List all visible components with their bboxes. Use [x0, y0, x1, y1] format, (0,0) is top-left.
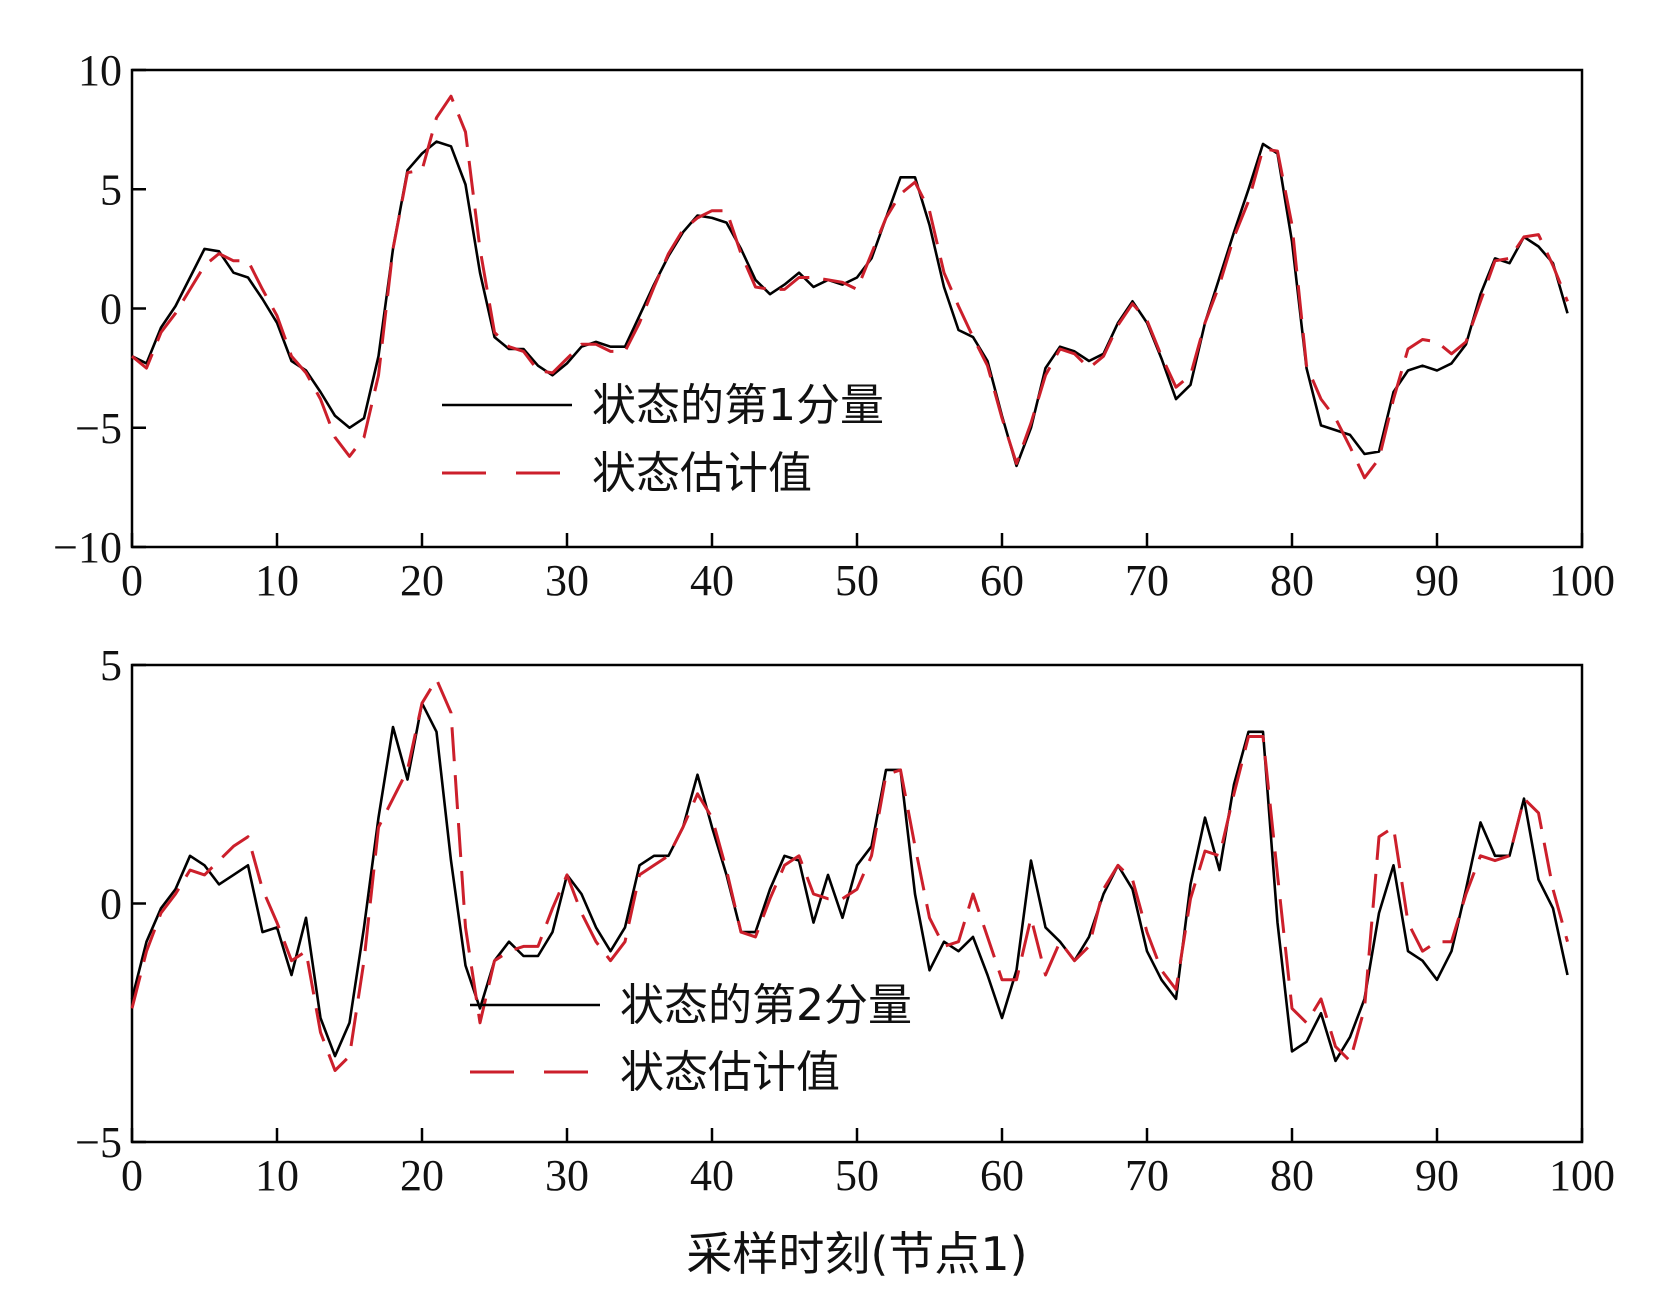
x-tick-label: 40: [690, 1151, 734, 1200]
y-tick-label: 5: [100, 641, 122, 690]
series-line-estimate-2: [130, 677, 1569, 1072]
chart-state-component-1: 0 10 20 30 40 50 60 70 80 90 1001050−5−10状态的第1分量状态…: [53, 46, 1615, 605]
legend-entry-label: 状态估计值: [620, 1047, 840, 1098]
y-tick-label: 0: [100, 285, 122, 334]
x-tick-label: 10: [255, 1151, 299, 1200]
legend-entry-label: 状态的第2分量: [620, 980, 912, 1031]
plot-frame-2: [130, 663, 1584, 1144]
x-tick-label: 90: [1415, 556, 1459, 605]
x-tick-label: 0: [121, 556, 143, 605]
x-tick-label: 50: [835, 1151, 879, 1200]
legend-entry-label: 状态估计值: [592, 448, 812, 499]
x-tick-label: 80: [1270, 1151, 1314, 1200]
y-tick-label: 10: [78, 46, 122, 95]
x-tick-label: 30: [545, 556, 589, 605]
x-tick-label: 100: [1549, 556, 1615, 605]
y-tick-label: −10: [53, 523, 122, 572]
y-tick-label: 0: [100, 880, 122, 929]
x-tick-label: 40: [690, 556, 734, 605]
x-tick-label: 50: [835, 556, 879, 605]
y-tick-label: −5: [75, 404, 122, 453]
series-line-estimate-1: [131, 94, 1569, 480]
x-tick-label: 70: [1125, 1151, 1169, 1200]
x-tick-label: 0: [121, 1151, 143, 1200]
x-tick-label: 70: [1125, 556, 1169, 605]
x-tick-label: 80: [1270, 556, 1314, 605]
series-line-true-state-2: [130, 701, 1569, 1063]
x-tick-label: 60: [980, 1151, 1024, 1200]
x-tick-label: 100: [1549, 1151, 1615, 1200]
x-tick-label: 20: [400, 1151, 444, 1200]
legend-entry-label: 状态的第1分量: [592, 380, 884, 431]
series-line-true-state-1: [131, 140, 1569, 468]
y-tick-label: 5: [100, 165, 122, 214]
x-tick-label: 10: [255, 556, 299, 605]
y-tick-label: −5: [75, 1118, 122, 1167]
x-tick-label: 30: [545, 1151, 589, 1200]
x-tick-label: 60: [980, 556, 1024, 605]
x-tick-label: 90: [1415, 1151, 1459, 1200]
x-tick-label: 20: [400, 556, 444, 605]
x-axis-label: 采样时刻(节点1): [686, 1227, 1027, 1281]
chart-state-component-2: 0 10 20 30 40 50 60 70 80 90 10050−5状态的第2分量状态估计值采样…: [75, 641, 1615, 1281]
